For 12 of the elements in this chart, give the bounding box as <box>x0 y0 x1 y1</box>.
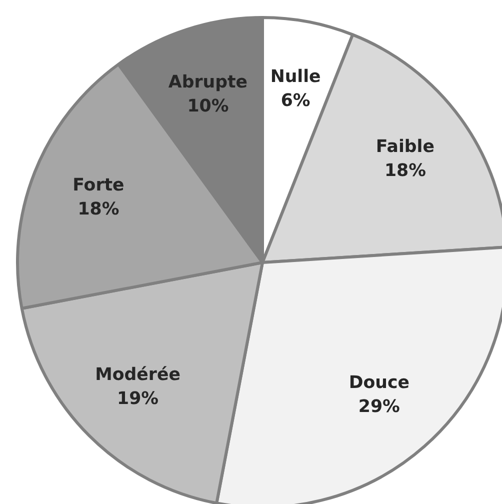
slice-label: Forte <box>72 176 124 196</box>
slice-label: Faible <box>376 136 434 157</box>
data-label: 18% <box>78 200 120 220</box>
slice-label: Modérée <box>95 365 180 386</box>
data-label: 6% <box>280 91 310 112</box>
data-label: 19% <box>117 389 159 410</box>
slice-label: Douce <box>348 372 410 393</box>
slice-label: Nulle <box>270 67 321 88</box>
data-label: 29% <box>358 396 400 417</box>
data-label: 10% <box>187 96 229 117</box>
data-label: 18% <box>384 160 426 181</box>
slice-label: Abrupte <box>168 72 248 93</box>
